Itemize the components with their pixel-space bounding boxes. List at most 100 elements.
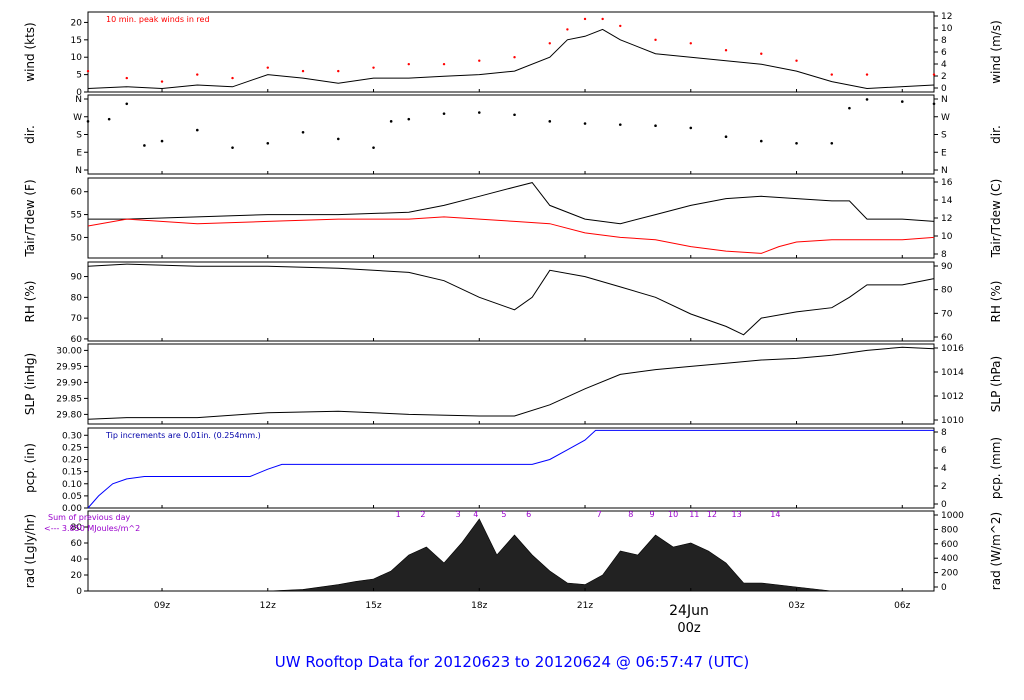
temp-series-line-tair (88, 182, 935, 225)
dir-point (372, 146, 375, 149)
rad-left-tick-label: 0 (76, 587, 82, 597)
rad-marker: 7 (597, 510, 602, 519)
temp-right-tick-label: 12 (941, 214, 952, 224)
x-tick-label: 12z (260, 601, 276, 611)
dir-left-tick-label: N (75, 95, 82, 105)
dir-point (231, 146, 234, 149)
temp-left-ylabel: Tair/Tdew (F) (23, 179, 37, 257)
rh-right-tick-label: 70 (941, 309, 953, 319)
rad-marker: 2 (420, 510, 425, 519)
slp-left-tick-label: 29.90 (56, 378, 82, 388)
temp-right-tick-label: 14 (941, 196, 953, 206)
x-tick-label: 03z (788, 601, 804, 611)
rh-right-tick-label: 60 (941, 333, 953, 343)
wind-right-tick-label: 12 (941, 12, 952, 22)
rad-marker: 3 (456, 510, 461, 519)
pcp-left-tick-label: 0.10 (62, 480, 82, 490)
dir-left-tick-label: W (73, 113, 82, 123)
dir-right-tick-label: E (941, 148, 947, 158)
pcp-right-tick-label: 2 (941, 482, 947, 492)
rad-left-ylabel: rad (Lgly/hr) (23, 514, 37, 588)
rh-right-tick-label: 80 (941, 286, 953, 296)
pcp-left-ylabel: pcp. (in) (23, 443, 37, 493)
rad-note-sum: Sum of previous day (48, 513, 130, 522)
pcp-series-line (87, 429, 934, 509)
dir-point (689, 126, 693, 130)
panel-pcp: 0.00 0.05 0.10 0.15 0.20 0.25 0.30 0 2 4 6 8 pcp. (i… (23, 427, 1003, 514)
panel-temp: 50 55 60 8 10 12 14 16 Tair/Tdew (F) Tair/Tdew (C… (23, 177, 1003, 260)
wind-peak-point (583, 17, 587, 21)
rad-left-tick-label: 40 (71, 555, 83, 565)
temp-left-tick-label: 60 (71, 188, 83, 198)
slp-left-tick-label: 29.95 (56, 362, 82, 372)
dir-point (759, 139, 763, 143)
wind-peak-point (566, 28, 569, 31)
rad-marker: 11 (689, 510, 699, 519)
wind-peak-point (231, 76, 234, 80)
dir-right-tick-label: N (941, 95, 948, 105)
dir-point (848, 106, 851, 110)
pcp-right-tick-label: 4 (941, 464, 947, 474)
wind-peak-point (125, 76, 128, 80)
dir-frame (87, 94, 935, 175)
dir-left-tick-label: N (75, 166, 82, 176)
rad-right-ylabel: rad (W/m^2) (989, 512, 1003, 590)
panel-slp: 29.80 29.85 29.90 29.95 30.00 1010 1012 1014 101… (23, 343, 1003, 426)
temp-series-line-tdew (87, 216, 935, 254)
wind-left-tick-label: 15 (71, 36, 82, 46)
wind-left-tick-label: 5 (76, 71, 82, 81)
rad-marker: 9 (649, 510, 654, 519)
wind-peak-point (513, 56, 516, 59)
dir-point (830, 141, 834, 145)
temp-right-tick-label: 10 (941, 232, 953, 242)
pcp-left-tick-label: 0.15 (62, 468, 82, 478)
wind-note: 10 min. peak winds in red (106, 15, 210, 24)
wind-right-tick-label: 10 (941, 24, 953, 34)
slp-left-tick-label: 30.00 (56, 346, 82, 356)
rh-left-tick-label: 70 (71, 314, 83, 324)
wind-peak-point (266, 66, 269, 69)
dir-point (513, 113, 516, 117)
wind-right-tick-label: 6 (941, 48, 947, 58)
slp-right-tick-label: 1016 (941, 344, 964, 354)
pcp-left-tick-label: 0.05 (62, 492, 82, 502)
wind-peak-point (301, 69, 305, 73)
wind-peak-point (654, 38, 657, 42)
wind-peak-point (548, 42, 551, 45)
wind-peak-point (865, 73, 869, 76)
wind-peak-point (830, 73, 833, 76)
pcp-right-tick-label: 6 (941, 446, 947, 456)
dir-left-ylabel: dir. (23, 125, 37, 144)
wind-peak-point (337, 69, 340, 73)
rad-marker: 6 (526, 510, 531, 519)
wind-left-tick-label: 10 (71, 53, 83, 63)
wind-peak-point (86, 69, 90, 73)
pcp-left-tick-label: 0.20 (62, 456, 82, 466)
rh-left-tick-label: 60 (71, 335, 83, 345)
rh-series-line (87, 263, 935, 336)
slp-series-line (87, 346, 935, 420)
rh-left-tick-label: 80 (71, 293, 83, 303)
dir-point (654, 124, 657, 128)
wind-peak-point (795, 59, 798, 62)
wind-left-tick-label: 20 (71, 18, 83, 28)
slp-left-tick-label: 29.80 (56, 410, 82, 420)
dir-right-tick-label: S (941, 131, 947, 141)
panel-wind: 0 5 10 15 20 0 2 4 6 8 10 12 wind (kts) wind (m/s) 10 … (23, 11, 1003, 98)
wind-peak-point (478, 59, 481, 62)
rad-right-tick-label: 0 (941, 583, 947, 593)
slp-frame (87, 343, 935, 425)
x-date-label: 24Jun (669, 603, 709, 619)
dir-point (143, 144, 146, 147)
pcp-note: Tip increments are 0.01in. (0.254mm.) (105, 431, 261, 440)
rad-marker: 5 (501, 510, 506, 519)
rad-marker: 10 (668, 510, 678, 519)
rad-right-tick-label: 200 (941, 569, 958, 579)
dir-point (583, 122, 587, 125)
slp-left-tick-label: 29.85 (56, 394, 82, 404)
slp-right-ylabel: SLP (hPa) (989, 356, 1003, 412)
wind-peak-point (372, 66, 375, 69)
wind-series-line (87, 28, 935, 90)
x-tick-label: 15z (365, 601, 381, 611)
